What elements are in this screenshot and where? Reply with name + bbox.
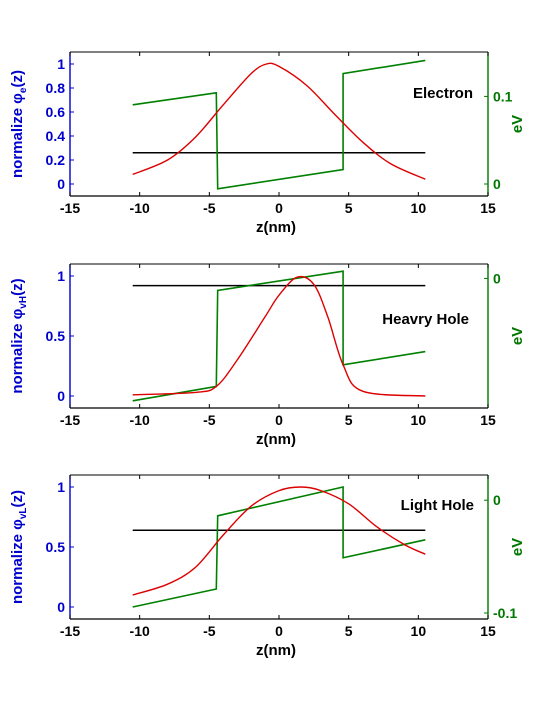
x-axis-label: z(nm) — [256, 642, 296, 659]
y-tick-label: 0 — [57, 176, 65, 192]
series-potential — [132, 270, 426, 402]
x-tick-label: -15 — [60, 200, 80, 216]
y-tick-label: 1 — [57, 56, 65, 72]
x-tick-label: -10 — [130, 412, 150, 428]
y-tick-label: 0.2 — [46, 152, 66, 168]
x-axis-label: z(nm) — [256, 431, 296, 448]
y2-tick-label: 0 — [493, 270, 501, 286]
x-tick-label: -5 — [203, 200, 216, 216]
y-axis-label-part: normalize — [9, 319, 26, 393]
y-tick-label: 0.5 — [46, 539, 66, 555]
y-axis-label-part: (z) — [9, 490, 26, 508]
y2-tick-label: 0 — [493, 492, 501, 508]
y-axis-label: normalize φvL(z) — [9, 490, 29, 604]
x-tick-label: 0 — [275, 623, 283, 639]
panel-annotation: Heavry Hole — [382, 311, 469, 328]
x-tick-label: 15 — [480, 412, 496, 428]
y-axis-label-part: vH — [18, 296, 29, 309]
series-wavefunction — [132, 62, 426, 180]
series-wavefunction — [132, 486, 426, 596]
y-axis-label-part: φ — [9, 519, 26, 530]
y-tick-label: 0 — [57, 599, 65, 615]
y-tick-label: 0.5 — [46, 328, 66, 344]
x-tick-label: 0 — [275, 200, 283, 216]
panel-1: -15 -10 -5 0 5 10 15z(nm)00.20.40.60.8100.1nor… — [9, 51, 526, 236]
y-axis-label-part: normalize — [9, 104, 26, 178]
series-wavefunction — [132, 275, 426, 397]
y2-tick-label: 0.1 — [493, 88, 513, 104]
x-tick-label: -5 — [203, 623, 216, 639]
y-axis-label: normalize φe(z) — [9, 70, 29, 178]
y2-tick-label: 0 — [493, 176, 501, 192]
x-tick-label: 0 — [275, 412, 283, 428]
x-tick-label: 5 — [345, 200, 353, 216]
x-tick-label: -15 — [60, 412, 80, 428]
x-tick-label: 15 — [480, 200, 496, 216]
x-tick-label: -10 — [130, 200, 150, 216]
x-tick-label: -15 — [60, 623, 80, 639]
y-axis-label-part: φ — [9, 308, 26, 319]
y-axis-label-part: (z) — [9, 278, 26, 296]
x-tick-label: -5 — [203, 412, 216, 428]
x-tick-label: 5 — [345, 412, 353, 428]
x-tick-label: 10 — [411, 623, 427, 639]
series-potential — [132, 485, 426, 608]
y2-tick-label: -0.1 — [493, 605, 517, 621]
panel-annotation: Light Hole — [401, 497, 474, 514]
y-tick-label: 1 — [57, 479, 65, 495]
y-axis-label-part: e — [18, 87, 29, 93]
panel-annotation: Electron — [413, 85, 473, 102]
series-potential — [132, 59, 426, 190]
y-axis-label-part: (z) — [9, 70, 26, 88]
y-tick-label: 1 — [57, 268, 65, 284]
x-tick-label: -10 — [130, 623, 150, 639]
y2-axis-label: eV — [509, 538, 526, 556]
y-tick-label: 0 — [57, 388, 65, 404]
x-tick-label: 10 — [411, 412, 427, 428]
x-axis-label: z(nm) — [256, 219, 296, 236]
x-tick-label: 15 — [480, 623, 496, 639]
y-tick-label: 0.4 — [46, 128, 66, 144]
y-tick-label: 0.6 — [46, 104, 66, 120]
x-tick-label: 5 — [345, 623, 353, 639]
y-axis-label: normalize φvH(z) — [9, 278, 29, 393]
y-axis-label-part: φ — [9, 93, 26, 104]
y2-axis-label: eV — [509, 327, 526, 345]
x-tick-label: 10 — [411, 200, 427, 216]
y-tick-label: 0.8 — [46, 80, 66, 96]
y2-axis-label: eV — [509, 115, 526, 133]
y-axis-label-part: normalize — [9, 530, 26, 604]
y-axis-label-part: vL — [18, 507, 29, 519]
